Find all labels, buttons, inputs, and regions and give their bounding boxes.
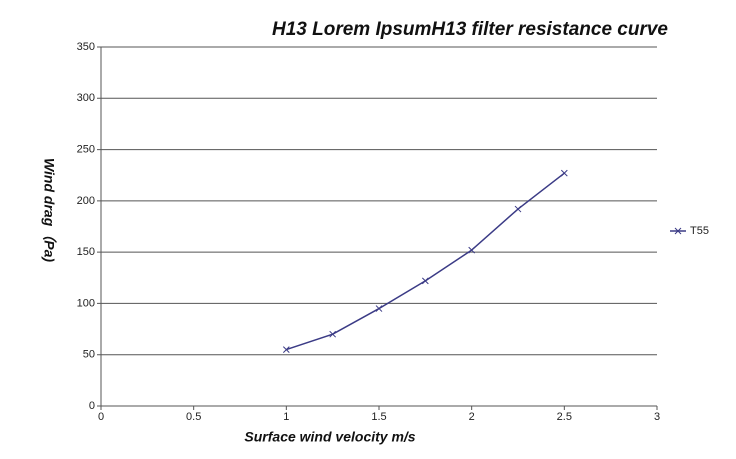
- y-tick-label: 300: [77, 92, 95, 104]
- x-tick-label: 2: [469, 411, 475, 423]
- y-axis-label: Wind drag（Pa): [41, 158, 57, 262]
- marker: [421, 277, 429, 285]
- y-tick-label: 200: [77, 195, 95, 207]
- y-tick-label: 250: [77, 143, 95, 155]
- x-tick-label: 0.5: [186, 411, 201, 423]
- line: [286, 172, 565, 351]
- x-tick-label: 1: [283, 411, 289, 423]
- marker: [282, 346, 290, 353]
- y-tick-label: 350: [77, 41, 95, 53]
- legend-marker: [674, 227, 682, 235]
- x-tick-label: 2.5: [557, 411, 572, 423]
- marker: [468, 246, 476, 254]
- x-tick-label: 1.5: [371, 411, 386, 423]
- x-tick-label: 3: [654, 411, 660, 423]
- legend-label: T55: [690, 225, 709, 237]
- chart-title: H13 Lorem IpsumH13 filter resistance cur…: [272, 19, 668, 40]
- marker: [375, 305, 383, 312]
- y-tick-label: 150: [77, 246, 95, 258]
- marker: [514, 205, 522, 213]
- marker: [560, 169, 568, 177]
- x-tick-label: 0: [98, 411, 104, 423]
- y-tick-label: 50: [83, 349, 95, 361]
- marker: [329, 330, 337, 338]
- x-axis-label: Surface wind velocity m/s: [244, 429, 415, 445]
- y-tick-label: 0: [89, 400, 95, 412]
- y-tick-label: 100: [77, 297, 95, 309]
